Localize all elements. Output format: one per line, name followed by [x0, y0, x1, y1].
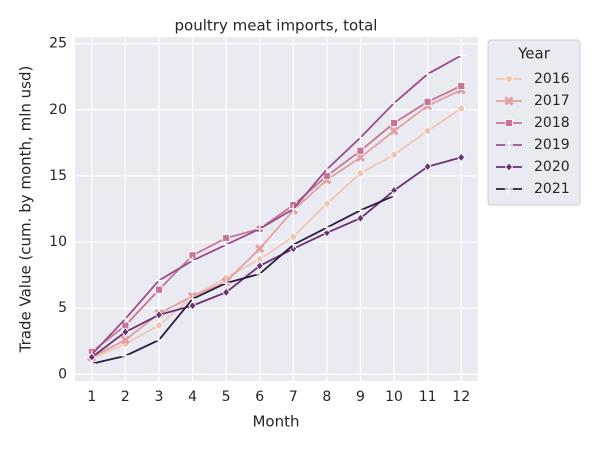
marker [155, 321, 163, 330]
x-tick-label: 5 [222, 389, 231, 405]
x-tick-label: 4 [188, 389, 197, 405]
y-tick-label: 10 [49, 234, 67, 250]
marker [423, 97, 432, 106]
marker [289, 205, 298, 213]
marker [87, 359, 96, 368]
marker [154, 335, 163, 344]
y-tick-label: 20 [49, 102, 67, 118]
y-tick-label: 25 [49, 36, 67, 52]
legend-marker [505, 75, 513, 83]
legend-marker [504, 162, 514, 172]
x-tick-label: 9 [356, 389, 365, 405]
marker [222, 240, 231, 249]
series-line [91, 107, 462, 360]
legend-title: Year [517, 45, 551, 63]
x-tick-label: 1 [87, 389, 96, 405]
marker [356, 146, 365, 155]
marker [154, 310, 163, 320]
marker [390, 150, 398, 159]
x-tick-label: 6 [255, 389, 264, 405]
marker [390, 119, 398, 127]
marker [457, 152, 466, 163]
series-line [91, 85, 462, 353]
legend-label: 2021 [534, 181, 570, 197]
marker [155, 285, 163, 294]
marker [255, 244, 265, 254]
legend-marker [504, 96, 514, 106]
marker [355, 152, 366, 162]
marker [222, 279, 231, 288]
marker [423, 70, 432, 79]
x-tick-label: 2 [121, 389, 130, 405]
marker [322, 228, 331, 238]
marker [188, 256, 197, 265]
y-tick-label: 15 [49, 168, 67, 184]
marker [356, 206, 365, 215]
marker [356, 169, 365, 178]
marker [121, 351, 130, 360]
y-tick-label: 0 [58, 366, 67, 382]
x-tick-label: 8 [322, 389, 331, 405]
marker [188, 300, 197, 311]
marker [356, 133, 365, 142]
x-tick-label: 11 [419, 389, 437, 405]
x-tick-label: 10 [385, 389, 403, 405]
marker [322, 199, 331, 208]
marker [322, 165, 331, 174]
legend-label: 2020 [534, 159, 570, 175]
marker [255, 224, 264, 233]
marker [390, 99, 399, 108]
series-line [91, 156, 462, 358]
chart-title: poultry meat imports, total [175, 17, 378, 35]
marker [255, 269, 264, 278]
marker [322, 223, 331, 232]
marker [423, 162, 432, 172]
marker [457, 82, 466, 90]
x-tick-label: 7 [289, 389, 298, 405]
y-axis-label: Trade Value (cum. by month, mln usd) [17, 66, 35, 354]
x-tick-label: 12 [452, 389, 470, 405]
marker [389, 126, 399, 136]
marker [222, 234, 231, 243]
marker [289, 232, 298, 241]
marker [356, 213, 365, 223]
marker [390, 191, 399, 200]
marker [121, 314, 130, 323]
y-tick-label: 5 [58, 300, 67, 316]
legend-label: 2017 [534, 93, 570, 109]
legend-label: 2016 [534, 71, 570, 87]
marker [289, 240, 298, 249]
legend-marker [505, 185, 513, 193]
marker [120, 335, 130, 345]
x-axis-label: Month [252, 413, 299, 431]
marker [154, 276, 163, 285]
marker [457, 51, 466, 60]
legend-marker [505, 119, 513, 127]
plot-area [75, 37, 478, 381]
marker [222, 287, 231, 297]
marker [121, 327, 130, 337]
series-line [91, 194, 395, 365]
series-line [91, 54, 462, 356]
legend-label: 2018 [534, 115, 570, 131]
marker [457, 104, 466, 113]
marker [188, 294, 197, 303]
legend-label: 2019 [534, 137, 570, 153]
legend-marker [505, 141, 513, 149]
marker [423, 127, 432, 135]
x-tick-label: 3 [154, 389, 163, 405]
